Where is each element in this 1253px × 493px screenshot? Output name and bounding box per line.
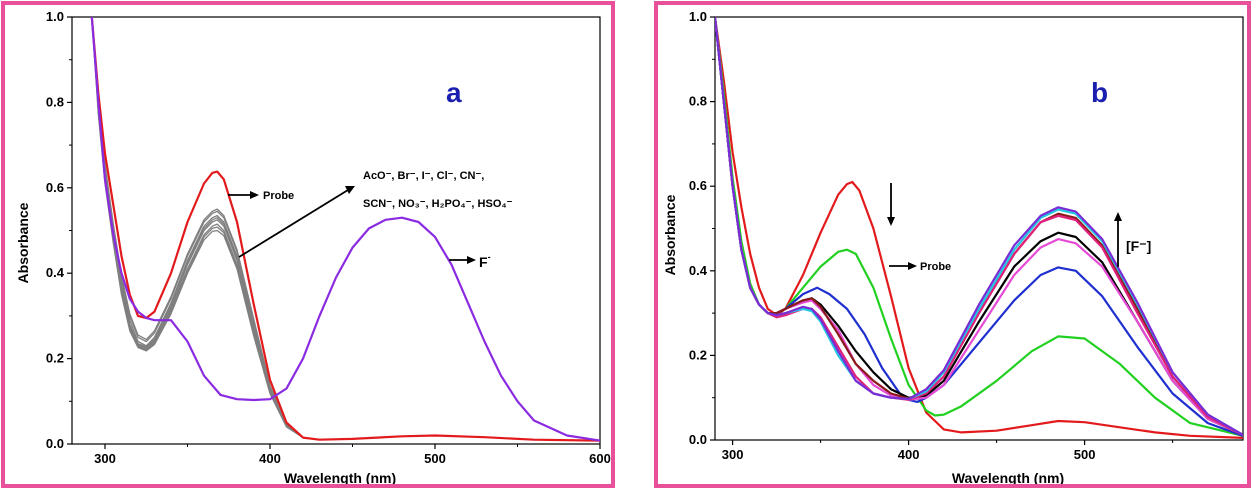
y-tick-label: 0.8 (46, 94, 64, 109)
probe-label-b: Probe (920, 261, 951, 273)
decrease-arrowhead-b (887, 217, 895, 226)
y-tick-label: 0.2 (46, 351, 64, 366)
chart-panel-a: 0.0 0.2 0.4 0.6 0.8 1.0 300 400 500 600 a Wavelen… (1, 1, 615, 488)
series-line-b-7 (715, 17, 1243, 436)
x-tick-label: 500 (424, 451, 446, 466)
probe-arrowhead-b (908, 262, 917, 270)
series-line-a-0 (90, 17, 600, 442)
series-line-b-1 (715, 17, 1243, 437)
y-axis-label-a: Absorbance (15, 202, 31, 283)
series-line-b-0 (715, 17, 1243, 439)
anion-arrowhead-a (345, 186, 355, 194)
x-tick-label: 300 (722, 447, 744, 462)
x-tick-label: 400 (898, 447, 920, 462)
series-line-a-1 (90, 17, 600, 442)
series-line-a-3 (91, 17, 600, 442)
fluoride-label-a: F- (479, 252, 491, 270)
y-tick-label: 0.6 (689, 178, 707, 193)
series-line-a-4 (91, 17, 600, 442)
probe-label-a: Probe (263, 190, 294, 202)
series-line-b-5 (715, 17, 1243, 436)
fluoride-conc-label-b: [F⁻] (1126, 238, 1151, 254)
chart-svg-b: 0.0 0.2 0.4 0.6 0.8 1.0 300 400 500 b Wavelength… (662, 9, 1244, 484)
series-group-a (90, 17, 600, 442)
x-tick-label: 600 (589, 451, 611, 466)
series-line-a-2 (91, 17, 600, 442)
y-tick-label: 0.8 (689, 94, 707, 109)
plot-frame-a (71, 16, 601, 445)
series-line-a-5 (91, 17, 600, 442)
y-tick-label: 1.0 (689, 9, 707, 24)
y-tick-label: 0.4 (689, 263, 708, 278)
panel-label-a: a (446, 77, 462, 108)
y-tick-label: 0.0 (46, 436, 64, 451)
plot-area-a: 0.0 0.2 0.4 0.6 0.8 1.0 300 400 500 600 (46, 9, 611, 466)
series-line-a-7 (91, 17, 600, 442)
x-axis-label-a: Wavelength (nm) (284, 470, 396, 484)
series-line-a-8 (91, 17, 600, 442)
x-axis-label-b: Wavelength (nm) (952, 470, 1064, 484)
series-line-b-3 (715, 17, 1243, 436)
anion-list-line2: SCN⁻, NO₃⁻, H₂PO₄⁻, HSO₄⁻ (363, 198, 513, 210)
plot-frame-b (714, 16, 1244, 441)
x-tick-label: 500 (1074, 447, 1096, 462)
series-line-a-9 (91, 17, 600, 442)
series-line-b-6 (715, 17, 1243, 436)
anion-list-line1: AcO⁻, Br⁻, I⁻, Cl⁻, CN⁻, (363, 170, 484, 182)
anion-arrow-a (238, 189, 349, 258)
y-axis-label-b: Absorbance (662, 194, 678, 275)
increase-arrowhead-b (1114, 212, 1122, 221)
x-tick-label: 400 (259, 451, 281, 466)
plot-area-b: 0.0 0.2 0.4 0.6 0.8 1.0 300 400 500 (689, 9, 1244, 462)
y-tick-label: 1.0 (46, 9, 64, 24)
y-tick-label: 0.0 (689, 432, 707, 447)
y-tick-label: 0.2 (689, 347, 707, 362)
x-tick-label: 300 (94, 451, 116, 466)
y-tick-label: 0.6 (46, 180, 64, 195)
series-group-b (715, 17, 1243, 439)
fluoride-arrowhead-a (467, 256, 476, 264)
panel-label-b: b (1091, 77, 1108, 108)
series-line-b-2 (715, 17, 1243, 437)
series-line-b-4 (715, 17, 1243, 436)
y-tick-label: 0.4 (46, 265, 65, 280)
series-line-b-8 (715, 17, 1243, 436)
probe-arrowhead-a (250, 191, 259, 199)
chart-panel-b: 0.0 0.2 0.4 0.6 0.8 1.0 300 400 500 b Wavelength… (654, 1, 1251, 488)
series-line-a-6 (91, 17, 600, 442)
chart-svg-a: 0.0 0.2 0.4 0.6 0.8 1.0 300 400 500 600 a Wavelen… (15, 9, 611, 484)
